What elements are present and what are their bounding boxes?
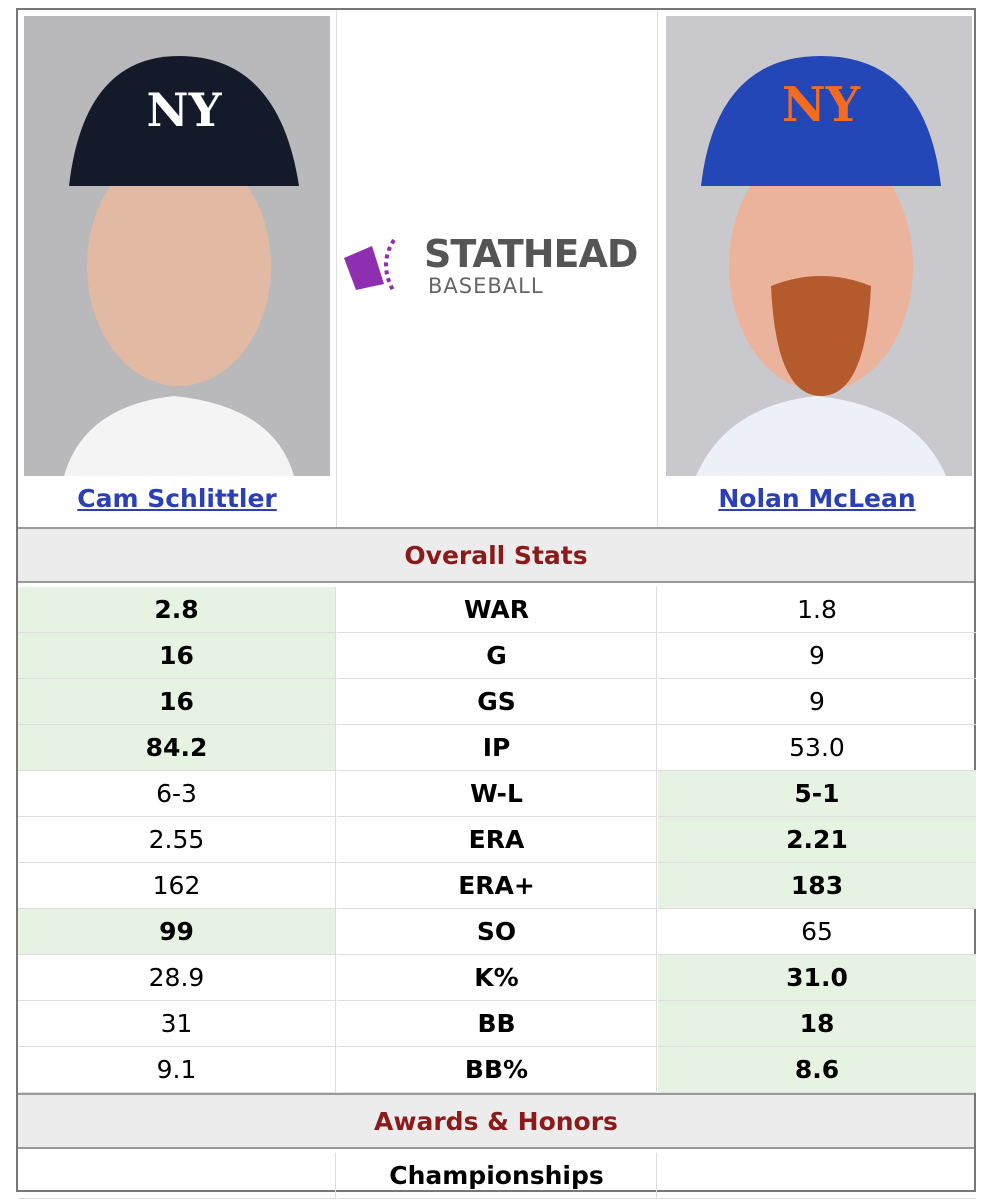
stat-value: 183 [658, 863, 976, 909]
stat-label: SO [337, 909, 657, 955]
stat-value: 65 [658, 909, 976, 955]
section-header: Awards & Honors [18, 1093, 974, 1149]
stat-value: 2.8 [18, 587, 336, 633]
stat-value: 18 [658, 1001, 976, 1047]
stat-value: 2.21 [658, 817, 976, 863]
stat-value: 6-3 [18, 771, 336, 817]
stat-value: 5-1 [658, 771, 976, 817]
stat-value: 31.0 [658, 955, 976, 1001]
stat-value: 28.9 [18, 955, 336, 1001]
stat-value [18, 1153, 336, 1199]
stat-value: 16 [18, 633, 336, 679]
stat-value: 162 [18, 863, 336, 909]
logo-title: STATHEAD [424, 232, 638, 276]
stat-label: GS [337, 679, 657, 725]
svg-text:NY: NY [782, 77, 861, 133]
stat-label: W-L [337, 771, 657, 817]
stat-label: IP [337, 725, 657, 771]
stat-value: 9 [658, 633, 976, 679]
divider [657, 10, 658, 528]
stat-value: 53.0 [658, 725, 976, 771]
stat-value: 8.6 [658, 1047, 976, 1093]
logo-icon [344, 238, 396, 293]
stat-value: 84.2 [18, 725, 336, 771]
player-link[interactable]: Cam Schlittler [77, 484, 277, 513]
stat-value: 2.55 [18, 817, 336, 863]
logo: STATHEAD BASEBALL [342, 230, 652, 300]
svg-text:NY: NY [147, 83, 223, 137]
player-link[interactable]: Nolan McLean [718, 484, 916, 513]
stat-value: 9 [658, 679, 976, 725]
stat-value [658, 1153, 976, 1199]
stat-value: 9.1 [18, 1047, 336, 1093]
section-header: Overall Stats [18, 527, 974, 583]
stat-label: BB [337, 1001, 657, 1047]
stat-label: ERA+ [337, 863, 657, 909]
stat-value: 99 [18, 909, 336, 955]
player-photo: NY [24, 16, 330, 476]
player-photo: NY [666, 16, 972, 476]
stat-label: K% [337, 955, 657, 1001]
divider [336, 10, 337, 528]
logo-subtitle: BASEBALL [428, 274, 544, 298]
stat-value: 31 [18, 1001, 336, 1047]
stat-label: ERA [337, 817, 657, 863]
stat-label: G [337, 633, 657, 679]
stat-value: 1.8 [658, 587, 976, 633]
comparison-table: NY NY STATHEAD BASEBALL Cam Schlittler N… [16, 8, 976, 1199]
stat-label: BB% [337, 1047, 657, 1093]
stat-label: Championships [337, 1153, 657, 1199]
stat-label: WAR [337, 587, 657, 633]
stat-value: 16 [18, 679, 336, 725]
